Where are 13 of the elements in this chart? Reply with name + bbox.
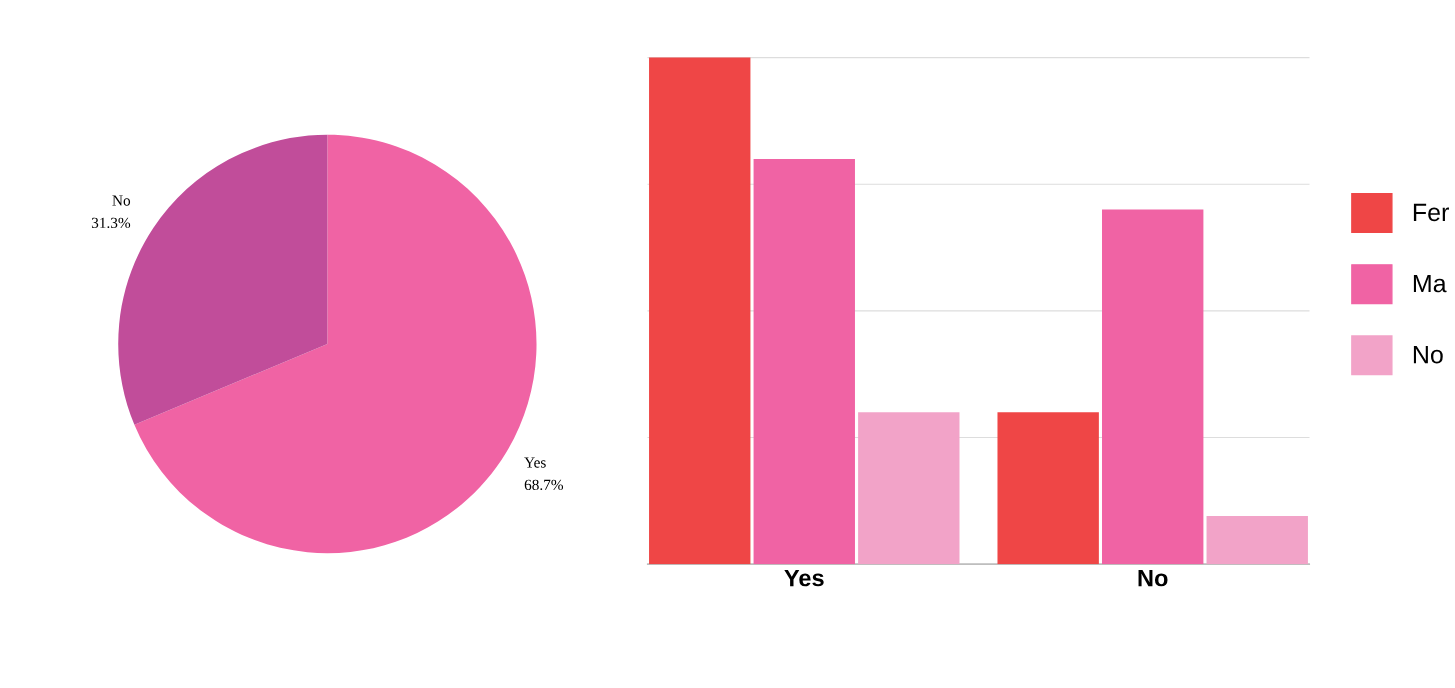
bar: [1102, 209, 1204, 565]
bar: [858, 412, 960, 565]
bar: [753, 158, 855, 565]
slice-label: No: [112, 195, 131, 206]
bar: [1206, 516, 1308, 565]
slice-label: Yes: [524, 457, 546, 468]
legend-label: Fer: [1413, 203, 1449, 222]
bar: [997, 412, 1099, 565]
bar: [649, 57, 751, 565]
legend-label: Ma: [1413, 274, 1447, 293]
legend-label: No: [1413, 346, 1443, 364]
data-label: 31.3%: [91, 217, 131, 229]
data-label: 68.7%: [524, 479, 564, 491]
